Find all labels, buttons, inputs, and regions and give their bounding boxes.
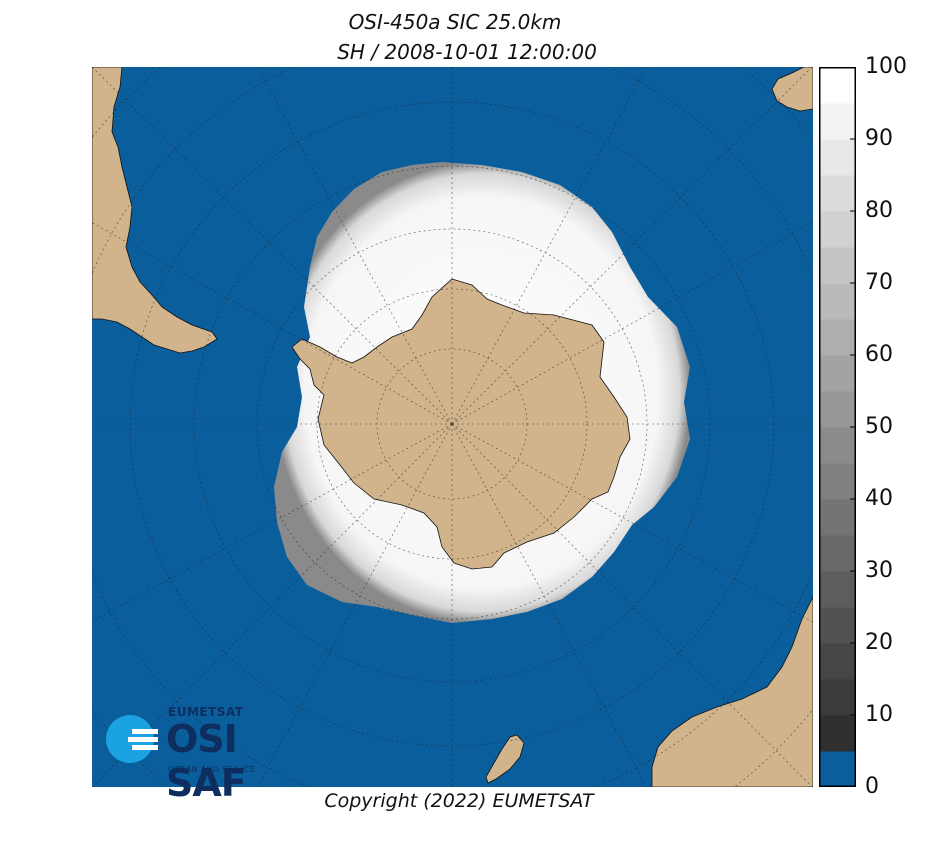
colorbar-segment bbox=[819, 715, 856, 752]
colorbar-tick-label: 70 bbox=[865, 270, 893, 295]
colorbar-tick-label: 60 bbox=[865, 342, 893, 367]
colorbar-segment bbox=[819, 67, 856, 104]
colorbar bbox=[819, 67, 856, 787]
colorbar-segment bbox=[819, 571, 856, 608]
australia-landmass bbox=[651, 596, 813, 787]
copyright-notice: Copyright (2022) EUMETSAT bbox=[0, 790, 926, 812]
colorbar-segment bbox=[819, 175, 856, 212]
south-america-landmass bbox=[92, 67, 218, 354]
antarctica-landmass bbox=[291, 278, 631, 570]
colorbar-segment bbox=[819, 103, 856, 140]
africa-landmass bbox=[771, 67, 813, 112]
colorbar-segment bbox=[819, 391, 856, 428]
colorbar-tick-label: 30 bbox=[865, 558, 893, 583]
map-subtitle-date: SH / 2008-10-01 12:00:00 bbox=[337, 40, 597, 64]
colorbar-segment bbox=[819, 679, 856, 716]
colorbar-segment bbox=[819, 643, 856, 680]
colorbar-segment bbox=[819, 139, 856, 176]
colorbar-segment bbox=[819, 211, 856, 248]
colorbar-segment bbox=[819, 499, 856, 536]
colorbar-tick-label: 100 bbox=[865, 54, 907, 79]
logo-organization: EUMETSAT bbox=[168, 705, 244, 719]
colorbar-segment bbox=[819, 355, 856, 392]
osi-saf-logo: EUMETSAT OSI SAF OCEAN AND SEA ICE bbox=[104, 705, 324, 805]
colorbar-tick-label: 20 bbox=[865, 630, 893, 655]
colorbar-tick-label: 80 bbox=[865, 198, 893, 223]
new-zealand-landmass bbox=[485, 734, 525, 784]
colorbar-tick-label: 0 bbox=[865, 774, 879, 799]
graticule bbox=[92, 67, 813, 787]
logo-product: OSI SAF bbox=[166, 717, 247, 805]
colorbar-segment bbox=[819, 283, 856, 320]
colorbar-segment bbox=[819, 535, 856, 572]
colorbar-tick-label: 40 bbox=[865, 486, 893, 511]
map-title: OSI-450a SIC 25.0km bbox=[348, 10, 562, 34]
colorbar-segment bbox=[819, 607, 856, 644]
copyright-text: Copyright (2022) EUMETSAT bbox=[324, 790, 594, 812]
colorbar-tick-label: 10 bbox=[865, 702, 893, 727]
globe-logo-icon bbox=[106, 715, 158, 763]
sea-ice-map bbox=[92, 67, 813, 787]
colorbar-segment bbox=[819, 463, 856, 500]
colorbar-tick-label: 90 bbox=[865, 126, 893, 151]
colorbar-segment bbox=[819, 247, 856, 284]
colorbar-segment bbox=[819, 427, 856, 464]
colorbar-segment bbox=[819, 319, 856, 356]
colorbar-segment bbox=[819, 751, 856, 787]
logo-subtitle: OCEAN AND SEA ICE bbox=[168, 765, 256, 774]
colorbar-tick-label: 50 bbox=[865, 414, 893, 439]
